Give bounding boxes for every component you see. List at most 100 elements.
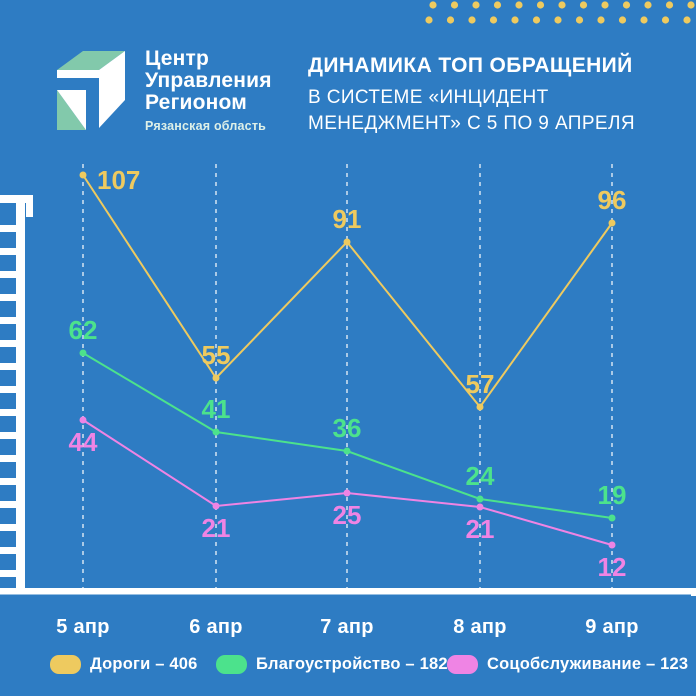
x-axis-label: 9 апр xyxy=(585,616,639,638)
ladder-rung xyxy=(0,225,16,232)
legend-swatch xyxy=(216,655,247,674)
logo-line-1: Центр xyxy=(145,47,210,70)
ladder-rung xyxy=(0,340,16,347)
dot xyxy=(493,1,502,9)
data-point-label: 44 xyxy=(69,427,98,457)
right-edge-decoration xyxy=(691,594,696,596)
page-title: ДИНАМИКА ТОП ОБРАЩЕНИЙ В СИСТЕМЕ «ИНЦИДЕ… xyxy=(308,54,678,137)
dots-pattern-decoration xyxy=(425,1,695,24)
data-point xyxy=(608,541,616,549)
ladder-rung xyxy=(0,294,16,301)
data-point xyxy=(79,349,87,357)
dot xyxy=(515,1,523,9)
dot xyxy=(554,16,562,24)
data-point-label: 21 xyxy=(466,514,495,544)
legend-item: Благоустройство – 182 xyxy=(216,655,448,674)
x-axis-label: 5 апр xyxy=(56,616,110,638)
dot xyxy=(472,1,480,9)
x-axis-label: 7 апр xyxy=(320,616,374,638)
dot xyxy=(575,16,584,24)
ladder-rung xyxy=(0,570,16,577)
ladder-rung xyxy=(0,547,16,554)
cube-logo-icon xyxy=(57,51,125,130)
title-line-1: ДИНАМИКА ТОП ОБРАЩЕНИЙ xyxy=(308,54,633,77)
data-point-label: 12 xyxy=(598,552,627,582)
logo-subtitle: Рязанская область xyxy=(145,119,267,133)
logo-line-2: Управления xyxy=(145,69,272,92)
legend-item: Дороги – 406 xyxy=(50,655,197,674)
ladder-rung xyxy=(0,317,16,324)
dot xyxy=(644,1,652,9)
x-axis-label: 6 апр xyxy=(189,616,243,638)
legend-label: Дороги – 406 xyxy=(90,655,198,673)
data-point xyxy=(343,447,351,455)
title-line-3: МЕНЕДЖМЕНТ» С 5 ПО 9 АПРЕЛЯ xyxy=(308,113,635,134)
dot xyxy=(511,16,519,24)
ladder-rung xyxy=(0,432,16,439)
x-axis-label: 8 апр xyxy=(453,616,507,638)
data-point xyxy=(476,503,484,511)
ladder-rung xyxy=(0,271,16,278)
dot xyxy=(532,16,541,24)
ladder-rung xyxy=(0,455,16,462)
ladder-rung xyxy=(0,248,16,255)
data-point xyxy=(476,403,484,411)
data-point-label: 36 xyxy=(333,413,362,443)
legend-label: Соцобслуживание – 123 xyxy=(487,655,689,673)
data-point xyxy=(608,514,616,522)
data-point xyxy=(212,374,220,382)
dot xyxy=(446,16,455,24)
dot xyxy=(468,16,476,24)
dot xyxy=(665,1,674,9)
building-ladder-decoration xyxy=(0,195,33,590)
data-point-label: 41 xyxy=(202,394,231,424)
legend-swatch xyxy=(50,655,81,674)
ladder-rung xyxy=(0,478,16,485)
dot xyxy=(597,16,605,24)
data-point-label: 21 xyxy=(202,513,231,543)
legend-label: Благоустройство – 182 xyxy=(256,655,448,673)
dot xyxy=(661,16,670,24)
data-point xyxy=(79,416,87,424)
ladder-rung xyxy=(0,386,16,393)
data-point-label: 55 xyxy=(202,340,231,370)
ladder-rung xyxy=(0,363,16,370)
logo-text: Центр Управления Регионом Рязанская обла… xyxy=(145,48,272,136)
data-point-label: 57 xyxy=(466,369,495,399)
dot xyxy=(622,1,631,9)
data-point-label: 91 xyxy=(333,204,362,234)
data-point xyxy=(212,502,220,510)
dot xyxy=(450,1,459,9)
logo-line-3: Регионом xyxy=(145,91,248,114)
dot xyxy=(601,1,609,9)
legend-item: Соцобслуживание – 123 xyxy=(447,655,688,674)
data-point xyxy=(476,495,484,503)
ladder-rung xyxy=(0,409,16,416)
data-point-label: 96 xyxy=(598,185,627,215)
data-point xyxy=(343,489,351,497)
data-point-label: 19 xyxy=(598,480,627,510)
dot xyxy=(429,1,437,9)
dot xyxy=(618,16,627,24)
data-point-label: 25 xyxy=(333,500,362,530)
data-point xyxy=(212,428,220,436)
data-point-label: 24 xyxy=(466,461,495,491)
dot xyxy=(536,1,545,9)
data-point xyxy=(79,171,87,179)
dot xyxy=(687,1,695,9)
data-point-label: 107 xyxy=(97,165,140,195)
x-axis-line xyxy=(0,588,696,595)
line-chart: 107 55 91 57 96 62 41 36 24 19 44 21 25 21 12 xyxy=(0,164,696,596)
data-point xyxy=(608,219,616,227)
legend-swatch xyxy=(447,655,478,674)
data-point-label: 62 xyxy=(69,315,98,345)
data-point xyxy=(343,238,351,246)
ladder-rung xyxy=(0,501,16,508)
dot xyxy=(683,16,691,24)
dot xyxy=(558,1,566,9)
dot xyxy=(640,16,648,24)
dot xyxy=(579,1,588,9)
dot xyxy=(489,16,498,24)
cur-logo: Центр Управления Регионом Рязанская обла… xyxy=(48,44,272,136)
